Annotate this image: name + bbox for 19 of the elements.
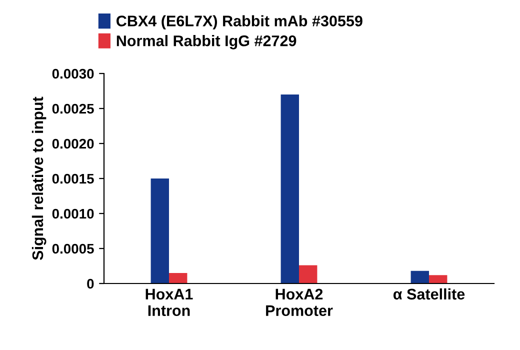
x-tick-label: α Satellite bbox=[393, 288, 465, 300]
x-tick-label: HoxA1 Intron bbox=[146, 288, 193, 316]
y-tick-label: 0.0030 bbox=[52, 68, 94, 79]
bar bbox=[299, 265, 318, 284]
legend-label: CBX4 (E6L7X) Rabbit mAb #30559 bbox=[116, 15, 362, 30]
y-tick-label: 0.0025 bbox=[52, 104, 94, 114]
bar bbox=[280, 94, 299, 284]
bar bbox=[169, 273, 188, 284]
y-tick-label: 0.0005 bbox=[52, 244, 94, 254]
legend-label: Normal Rabbit IgG #2729 bbox=[116, 35, 296, 50]
bar bbox=[429, 275, 448, 284]
bar bbox=[150, 178, 169, 284]
x-tick-label: HoxA2 Promoter bbox=[266, 288, 333, 316]
bar bbox=[410, 270, 429, 284]
y-axis-title: Signal relative to input bbox=[32, 96, 46, 260]
y-tick-label: 0.0015 bbox=[52, 174, 94, 184]
y-tick-label: 0.0010 bbox=[52, 208, 94, 219]
y-tick-label: 0.0020 bbox=[52, 138, 94, 149]
y-tick-label: 0 bbox=[87, 278, 94, 289]
